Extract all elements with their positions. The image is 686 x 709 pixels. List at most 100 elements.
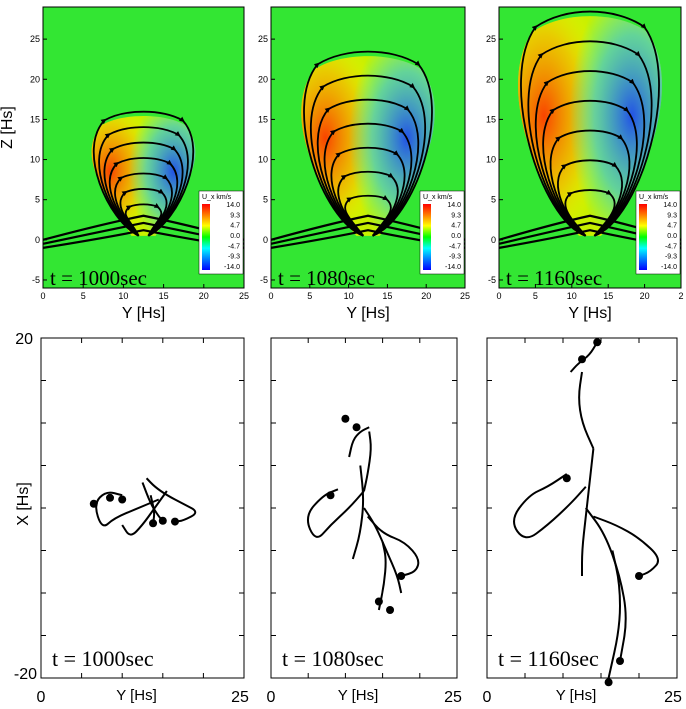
y-tick-label: 25 bbox=[486, 34, 496, 44]
y-axis-label: X [Hs] bbox=[15, 482, 32, 526]
colorbar-tick-label: 9.3 bbox=[230, 212, 240, 219]
field-line bbox=[527, 40, 653, 237]
footpoint-curve bbox=[513, 473, 587, 539]
colorbar-tick-label: -9.3 bbox=[449, 254, 461, 261]
footpoint-curve bbox=[145, 477, 197, 523]
velocity-map-panel: U_x km/s14.0 9.3 4.7 0.0 -4.7 -9.3 -14.0 t = 11… bbox=[486, 6, 684, 322]
footpoint-marker bbox=[158, 516, 167, 525]
footpoint-curve bbox=[348, 426, 370, 458]
projection-panel: t = 1080sec 0 25 Y [Hs] bbox=[267, 337, 462, 706]
time-label: t = 1080sec bbox=[278, 266, 375, 290]
x-tick-label: 10 bbox=[344, 291, 354, 301]
x-tick-label: 20 bbox=[199, 291, 209, 301]
y-tick-label: 0 bbox=[263, 235, 268, 245]
colorbar-tick-label: -14.0 bbox=[224, 264, 240, 271]
x-tick-label: 0 bbox=[496, 291, 501, 301]
footpoint-curve bbox=[141, 482, 164, 522]
y-tick-label: 20 bbox=[486, 74, 496, 84]
footpoint-curve bbox=[363, 507, 403, 594]
y-tick-label: 25 bbox=[30, 34, 40, 44]
colorbar-tick-label: 0.0 bbox=[667, 233, 677, 240]
time-label: t = 1160sec bbox=[498, 646, 599, 671]
x-axis-label: Y [Hs] bbox=[346, 305, 389, 322]
y-axis-label: Z [Hs] bbox=[0, 106, 16, 149]
x-tick-label: 0 bbox=[268, 291, 273, 301]
field-line bbox=[316, 98, 420, 237]
footpoint-curve bbox=[351, 465, 365, 560]
footpoint-marker bbox=[326, 491, 335, 500]
y-tick-label: 20 bbox=[30, 74, 40, 84]
plot-frame bbox=[486, 337, 678, 679]
colorbar-tick-label: 9.3 bbox=[667, 212, 677, 219]
x-tick-label: 0 bbox=[483, 689, 492, 706]
time-label: t = 1000sec bbox=[50, 266, 147, 290]
velocity-map-panel: U_x km/s14.0 9.3 4.7 0.0 -4.7 -9.3 -14.0 t = 10… bbox=[0, 6, 249, 322]
x-tick-label: 15 bbox=[159, 291, 169, 301]
colorbar-legend: U_x km/s14.0 9.3 4.7 0.0 -4.7 -9.3 -14.0 bbox=[635, 190, 681, 275]
colorbar-tick-label: -4.7 bbox=[665, 243, 677, 250]
footpoint-marker bbox=[106, 493, 115, 502]
velocity-map-panel: U_x km/s14.0 9.3 4.7 0.0 -4.7 -9.3 -14.0 t = 10… bbox=[258, 6, 470, 322]
field-line bbox=[119, 188, 168, 237]
x-tick-label: 10 bbox=[567, 291, 577, 301]
x-tick-label: 10 bbox=[118, 291, 128, 301]
colorbar-tick-label: 14.0 bbox=[226, 202, 240, 209]
colorbar-tick-label: 14.0 bbox=[663, 202, 677, 209]
y-tick-label: -20 bbox=[14, 666, 37, 683]
colorbar-title: U_x km/s bbox=[423, 194, 453, 201]
footpoint-curve bbox=[366, 515, 420, 577]
y-tick-label: 5 bbox=[35, 195, 40, 205]
footpoint-marker bbox=[397, 572, 406, 580]
x-tick-label: 15 bbox=[603, 291, 613, 301]
footpoint-curve bbox=[149, 495, 156, 524]
x-tick-label: 25 bbox=[664, 689, 682, 706]
field-line bbox=[330, 146, 406, 237]
colorbar-legend: U_x km/s14.0 9.3 4.7 0.0 -4.7 -9.3 -14.0 bbox=[419, 190, 465, 275]
time-label: t = 1160sec bbox=[506, 266, 602, 290]
x-axis-label: Y [Hs] bbox=[116, 687, 157, 704]
projection-panel: t = 1160sec 0 25 Y [Hs] bbox=[483, 337, 682, 706]
colorbar-tick-label: 14.0 bbox=[447, 202, 461, 209]
y-tick-label: 15 bbox=[486, 114, 496, 124]
y-tick-label: 0 bbox=[491, 235, 496, 245]
y-tick-label: -5 bbox=[260, 275, 268, 285]
x-tick-label: 25 bbox=[460, 291, 470, 301]
field-line bbox=[564, 189, 616, 237]
colorbar-tick-label: -4.7 bbox=[449, 243, 461, 250]
projection-panel: t = 1000sec 0 25 Y [Hs] 20 -20 X [Hs] bbox=[14, 331, 249, 706]
footpoint-marker bbox=[89, 499, 98, 508]
footpoint-marker bbox=[341, 414, 350, 423]
y-tick-label: 5 bbox=[263, 195, 268, 205]
footpoint-curve bbox=[578, 371, 595, 449]
footpoint-marker bbox=[352, 423, 361, 432]
y-tick-label: 20 bbox=[15, 331, 33, 348]
x-axis-label: Y [Hs] bbox=[338, 687, 379, 704]
colorbar-tick-label: -14.0 bbox=[445, 264, 461, 271]
x-tick-label: 25 bbox=[231, 689, 249, 706]
field-line bbox=[309, 74, 427, 237]
colorbar-tick-label: 4.7 bbox=[667, 223, 677, 230]
footpoint-curve bbox=[607, 550, 622, 679]
footpoint-curve bbox=[581, 448, 595, 576]
plot-frame bbox=[498, 6, 682, 289]
field-line bbox=[337, 170, 399, 237]
colorbar-tick-label: 9.3 bbox=[451, 212, 461, 219]
field-line bbox=[303, 50, 433, 237]
field-line bbox=[520, 10, 660, 237]
x-tick-label: 25 bbox=[444, 689, 462, 706]
footpoint-curve bbox=[95, 491, 160, 527]
colorbar-title: U_x km/s bbox=[202, 194, 232, 201]
x-axis-label: Y [Hs] bbox=[122, 305, 165, 322]
field-line bbox=[534, 70, 646, 237]
footpoint-marker bbox=[578, 355, 586, 364]
colorbar-tick-label: 4.7 bbox=[451, 223, 461, 230]
colorbar-tick-label: 0.0 bbox=[451, 233, 461, 240]
x-tick-label: 0 bbox=[37, 689, 46, 706]
x-tick-label: 20 bbox=[640, 291, 650, 301]
footpoint-marker bbox=[170, 517, 179, 526]
plot-frame bbox=[270, 6, 466, 289]
y-tick-label: 5 bbox=[491, 195, 496, 205]
x-axis-label: Y [Hs] bbox=[568, 305, 611, 322]
x-tick-label: 5 bbox=[307, 291, 312, 301]
